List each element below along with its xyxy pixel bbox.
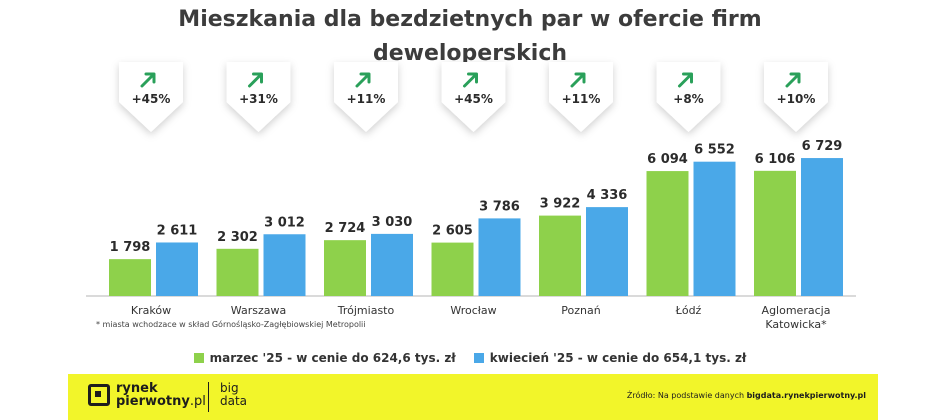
category-label: Trójmiasto bbox=[337, 304, 395, 317]
data-label: 2 605 bbox=[432, 224, 473, 239]
bar-april bbox=[586, 207, 628, 296]
bigdata-logo: big data bbox=[220, 382, 247, 408]
category-label: Kraków bbox=[131, 304, 171, 317]
arrow-head bbox=[144, 72, 156, 84]
source-link: bigdata.rynekpierwotny.pl bbox=[746, 391, 866, 400]
arrow-head bbox=[252, 72, 263, 84]
legend-swatch-april bbox=[473, 353, 484, 363]
legend-item-march: marzec '25 - w cenie do 624,6 tys. zł bbox=[193, 351, 456, 365]
arrow-up-right-icon bbox=[463, 73, 477, 88]
bar-march bbox=[324, 240, 366, 296]
footnote: * miasta wchodzace w skład Górnośląsko-Z… bbox=[96, 320, 366, 329]
logo-separator bbox=[208, 382, 209, 412]
category-label: Wrocław bbox=[450, 304, 496, 317]
bar-march bbox=[539, 215, 581, 296]
category-label: Katowicka* bbox=[765, 318, 827, 331]
arrow-head bbox=[359, 72, 371, 84]
bar-march bbox=[754, 170, 796, 296]
change-badge bbox=[441, 62, 506, 132]
category-label: Łódź bbox=[675, 304, 702, 317]
category-label: Warszawa bbox=[231, 304, 286, 317]
bar-april bbox=[478, 218, 521, 296]
change-percent: +11% bbox=[347, 92, 386, 106]
data-label: 4 336 bbox=[587, 188, 628, 203]
bar-april bbox=[371, 233, 413, 296]
data-label: 6 552 bbox=[694, 143, 735, 158]
arrow-up-right-icon bbox=[140, 73, 155, 88]
bar-april bbox=[693, 161, 736, 296]
bigdata-line2: data bbox=[220, 394, 248, 408]
legend-swatch-march bbox=[193, 353, 204, 363]
arrow-head bbox=[574, 72, 586, 84]
logo-line2-light: .pl bbox=[189, 394, 206, 409]
legend: marzec '25 - w cenie do 624,6 tys. zł kw… bbox=[0, 351, 940, 365]
source-prefix: Źródło: Na podstawie danych bbox=[626, 391, 747, 400]
data-label: 3 030 bbox=[372, 215, 413, 230]
data-label: 6 106 bbox=[755, 152, 796, 167]
change-percent: +31% bbox=[239, 92, 278, 106]
arrow-up-right-icon bbox=[785, 73, 800, 88]
logo-line2-bold: pierwotny bbox=[116, 394, 190, 409]
bigdata-line1: big bbox=[220, 381, 239, 395]
data-label: 2 302 bbox=[217, 230, 258, 245]
logo-mark-icon bbox=[88, 384, 110, 406]
data-label: 3 922 bbox=[540, 197, 581, 212]
source-text: Źródło: Na podstawie danych bigdata.ryne… bbox=[627, 391, 866, 400]
bar-march bbox=[431, 242, 474, 296]
data-label: 3 012 bbox=[264, 215, 305, 230]
legend-label-march: marzec '25 - w cenie do 624,6 tys. zł bbox=[209, 351, 456, 365]
chart-title-line1: Mieszkania dla bezdzietnych par w oferci… bbox=[178, 7, 762, 32]
category-label: Aglomeracja bbox=[762, 304, 831, 317]
data-label: 1 798 bbox=[110, 240, 151, 255]
bar-april bbox=[156, 242, 198, 296]
bar-march bbox=[109, 259, 151, 296]
bar-march bbox=[646, 171, 689, 296]
change-percent: +45% bbox=[132, 92, 171, 106]
category-label: Poznań bbox=[561, 304, 600, 317]
arrow-head bbox=[789, 72, 801, 84]
arrow-head bbox=[467, 72, 478, 84]
data-label: 6 094 bbox=[647, 152, 688, 167]
chart-title-line2: deweloperskich bbox=[372, 41, 568, 66]
arrow-up-right-icon bbox=[678, 73, 692, 88]
bar-chart: 1 798 2 611 Kraków +45% 2 302 3 012 Warszawa +3… bbox=[86, 62, 856, 331]
arrow-head bbox=[682, 72, 693, 84]
change-badge bbox=[119, 62, 183, 132]
bar-april bbox=[801, 158, 843, 296]
change-percent: +10% bbox=[777, 92, 816, 106]
data-label: 6 729 bbox=[802, 139, 843, 154]
rynekpierwotny-logo: rynek pierwotny.pl bbox=[88, 382, 206, 408]
change-badge bbox=[549, 62, 613, 132]
data-label: 3 786 bbox=[479, 199, 520, 214]
change-percent: +11% bbox=[562, 92, 601, 106]
bar-march bbox=[216, 248, 259, 296]
arrow-up-right-icon bbox=[355, 73, 370, 88]
legend-item-april: kwiecień '25 - w cenie do 654,1 tys. zł bbox=[473, 351, 747, 365]
bar-april bbox=[263, 234, 306, 296]
arrow-up-right-icon bbox=[570, 73, 585, 88]
change-badge bbox=[764, 62, 828, 132]
change-badge bbox=[226, 62, 291, 132]
change-percent: +45% bbox=[454, 92, 493, 106]
data-label: 2 724 bbox=[325, 221, 366, 236]
footer-banner: rynek pierwotny.pl big data Źródło: Na p… bbox=[68, 374, 878, 420]
change-percent: +8% bbox=[673, 92, 703, 106]
logo-line1: rynek bbox=[116, 381, 158, 396]
change-badge bbox=[334, 62, 398, 132]
data-label: 2 611 bbox=[157, 223, 198, 238]
legend-label-april: kwiecień '25 - w cenie do 654,1 tys. zł bbox=[489, 351, 747, 365]
change-badge bbox=[656, 62, 721, 132]
arrow-up-right-icon bbox=[248, 73, 262, 88]
